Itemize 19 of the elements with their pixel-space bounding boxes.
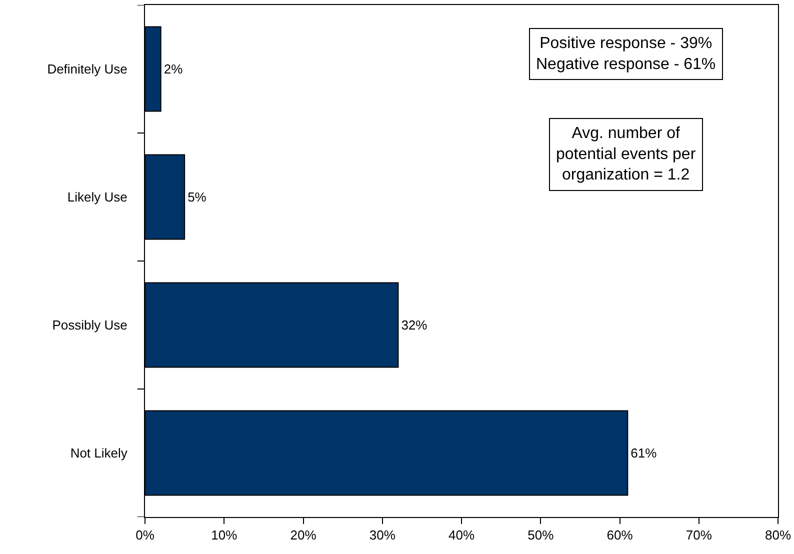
data-label: 61% — [630, 446, 658, 460]
y-tick-label: Definitely Use — [47, 62, 128, 77]
x-tick-label: 10% — [211, 528, 238, 543]
x-tick-label: 40% — [448, 528, 475, 543]
annotation: Avg. number of potential events per organization = 1.2 — [556, 125, 696, 184]
data-label: 2% — [164, 62, 184, 76]
data-label: 5% — [188, 190, 207, 204]
x-tick-label: 30% — [369, 528, 396, 543]
x-tick-label: 0% — [136, 528, 155, 543]
y-tick-label: Not Likely — [70, 446, 128, 461]
y-tick-label: Likely Use — [67, 190, 128, 205]
data-label: 32% — [401, 318, 428, 332]
x-tick-label: 60% — [606, 528, 634, 543]
x-tick-label: 80% — [764, 528, 792, 543]
x-tick-label: 50% — [528, 528, 554, 543]
y-tick-label: Possibly Use — [52, 318, 128, 333]
x-tick-label: 20% — [290, 528, 317, 543]
annotation: Positive response - 39% Negative response - 61% — [536, 35, 716, 73]
x-tick-label: 70% — [686, 528, 712, 543]
